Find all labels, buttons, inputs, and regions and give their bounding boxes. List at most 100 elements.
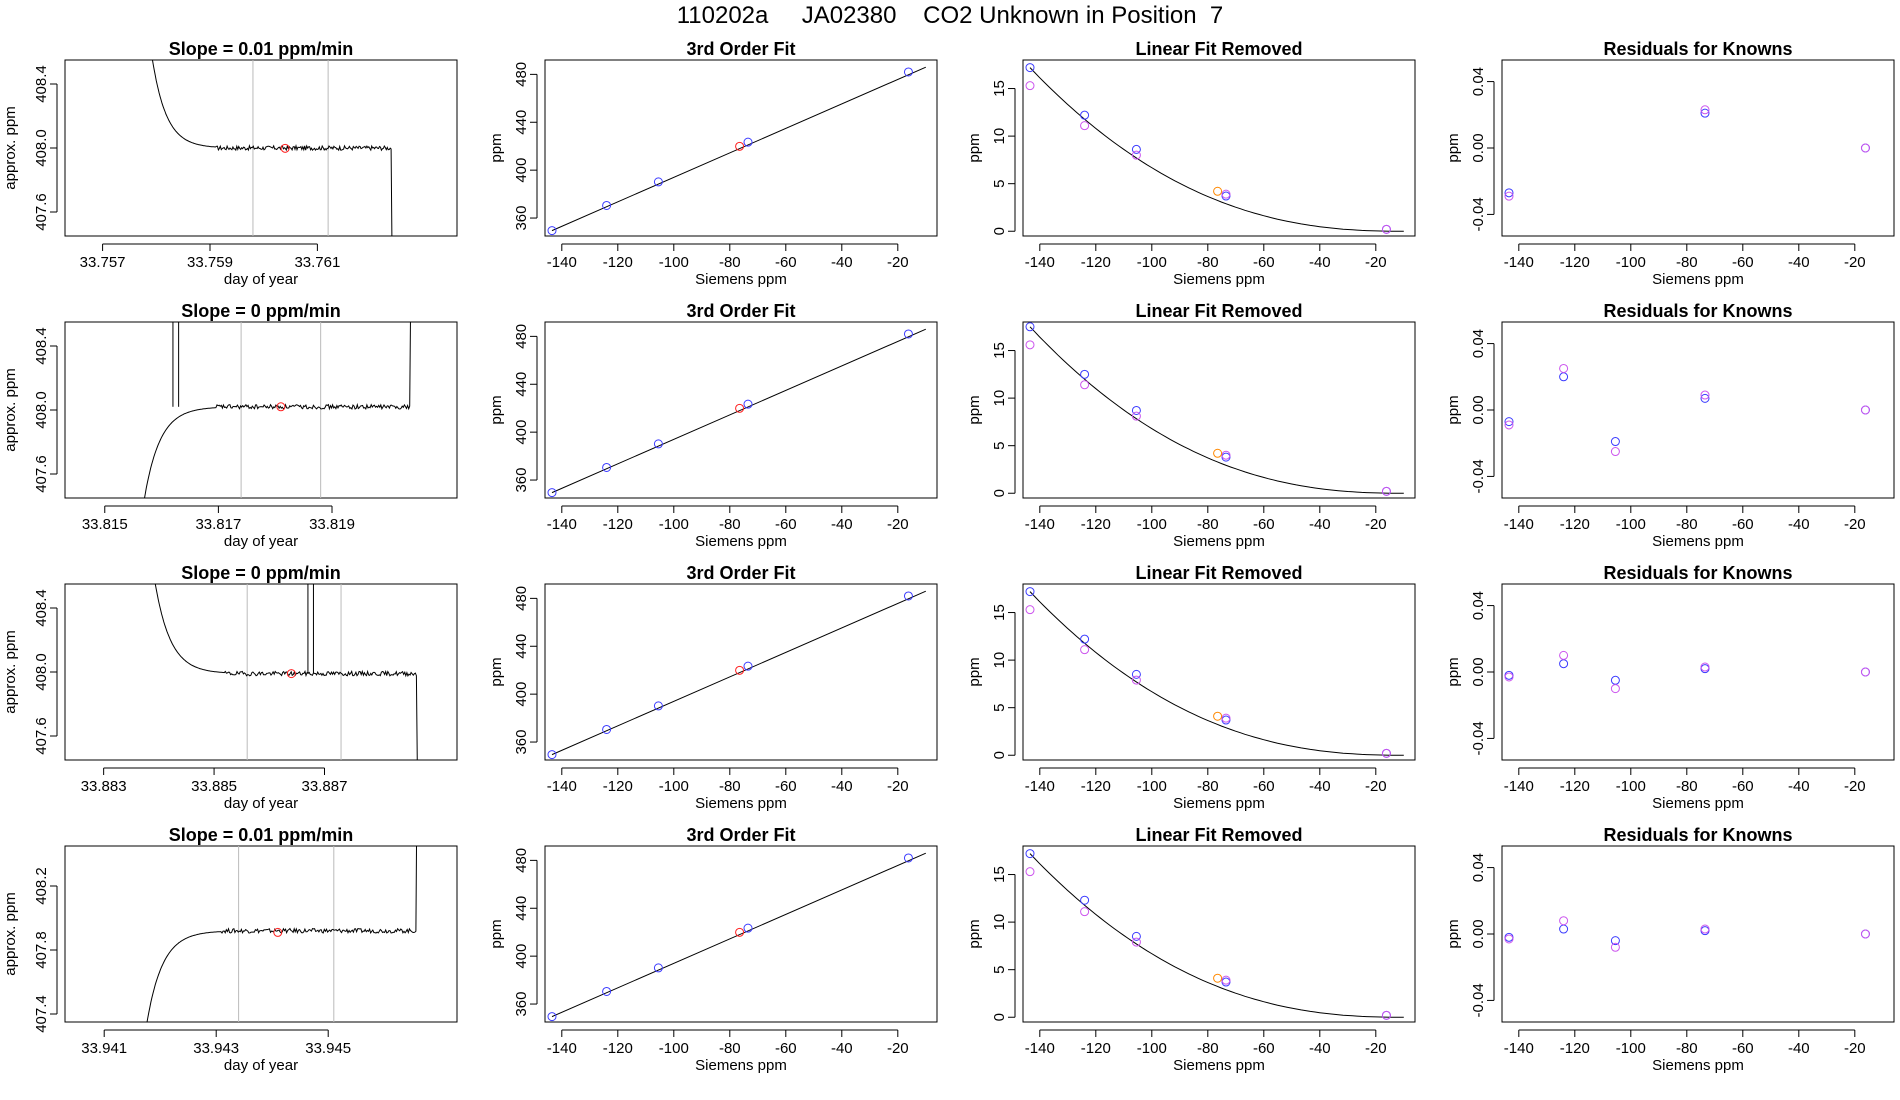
y-tick-label: 15 xyxy=(991,866,1008,883)
x-axis-label: day of year xyxy=(224,795,298,812)
x-tick-label: -40 xyxy=(1309,1040,1331,1057)
y-axis-label: approx. ppm xyxy=(2,368,19,451)
standard-point xyxy=(1610,437,1620,447)
unknown-point xyxy=(1213,711,1223,721)
x-tick-label: -20 xyxy=(887,778,909,795)
x-tick-label: -80 xyxy=(1197,516,1219,533)
standard-point xyxy=(602,986,612,996)
x-axis-label: Siemens ppm xyxy=(1173,1057,1265,1074)
x-tick-label: -80 xyxy=(719,1040,741,1057)
standard-point xyxy=(1025,849,1035,859)
y-tick-label: 360 xyxy=(513,206,530,231)
y-tick-label: 407.6 xyxy=(33,717,50,755)
x-tick-label: -60 xyxy=(775,516,797,533)
standard-point xyxy=(1504,420,1514,430)
x-tick-label: -60 xyxy=(1253,254,1275,271)
panel-r1-c3: Linear Fit Removed -140 -120 -100 -80 -60 -40 -… xyxy=(966,39,1416,288)
standard-point xyxy=(1381,224,1391,234)
standard-point xyxy=(1221,450,1231,460)
unknown-point xyxy=(735,665,745,675)
y-tick-label: 480 xyxy=(513,586,530,611)
x-tick-label: -60 xyxy=(1253,516,1275,533)
standard-point xyxy=(1559,650,1569,660)
page-title: 110202a JA02380 CO2 Unknown in Position … xyxy=(676,2,1224,29)
plot-frame xyxy=(1501,583,1895,761)
x-axis-label: Siemens ppm xyxy=(1173,271,1265,288)
x-axis-label: Siemens ppm xyxy=(695,1057,787,1074)
x-tick-label: -120 xyxy=(1081,1040,1111,1057)
plot-area xyxy=(144,322,411,498)
plot-frame xyxy=(1022,321,1416,499)
y-tick-label: 0 xyxy=(991,1013,1008,1021)
plot-frame xyxy=(64,845,458,1023)
x-tick-label: -20 xyxy=(1844,516,1866,533)
standard-point xyxy=(1559,659,1569,669)
plot-area xyxy=(1504,916,1870,952)
unknown-point xyxy=(735,403,745,413)
standard-point xyxy=(903,67,913,77)
standard-point xyxy=(1221,189,1231,199)
x-axis-label: Siemens ppm xyxy=(695,271,787,288)
y-tick-label: 408.4 xyxy=(33,589,50,627)
x-tick-label: -120 xyxy=(603,1040,633,1057)
x-axis-label: Siemens ppm xyxy=(1652,533,1744,550)
y-tick-label: 0.00 xyxy=(1470,919,1487,948)
panel-title: Linear Fit Removed xyxy=(1135,825,1302,845)
sample-point xyxy=(286,669,296,679)
y-tick-label: 0.04 xyxy=(1470,853,1487,882)
standard-point xyxy=(1860,929,1870,939)
signal-trace xyxy=(146,846,418,1022)
panel-r4-c4: Residuals for Knowns -140 -120 -100 -80 -60 -4… xyxy=(1445,825,1895,1074)
sample-point xyxy=(276,402,286,412)
x-tick-label: -40 xyxy=(831,778,853,795)
y-tick-label: 400 xyxy=(513,420,530,445)
x-tick-label: 33.883 xyxy=(81,778,127,795)
panel-title: 3rd Order Fit xyxy=(686,39,795,59)
y-tick-label: 5 xyxy=(991,966,1008,974)
y-axis-label: ppm xyxy=(488,657,505,686)
x-tick-label: -20 xyxy=(1844,1040,1866,1057)
plot-area xyxy=(1504,363,1870,457)
standard-point xyxy=(1700,108,1710,118)
y-tick-label: 360 xyxy=(513,730,530,755)
x-tick-label: -100 xyxy=(1616,254,1646,271)
standard-point xyxy=(1221,191,1231,201)
standard-point xyxy=(1610,447,1620,457)
x-axis-label: Siemens ppm xyxy=(1652,1057,1744,1074)
panel-r3-c3: Linear Fit Removed -140 -120 -100 -80 -60 -40 -… xyxy=(966,563,1416,812)
plot-area xyxy=(154,584,418,760)
x-tick-label: -40 xyxy=(1309,516,1331,533)
plot-area xyxy=(146,846,418,1022)
standard-point xyxy=(602,724,612,734)
y-axis-label: approx. ppm xyxy=(2,892,19,975)
x-tick-label: -120 xyxy=(1081,254,1111,271)
panel-title: Slope = 0 ppm/min xyxy=(181,301,341,321)
y-tick-label: 0.00 xyxy=(1470,395,1487,424)
x-tick-label: -120 xyxy=(1560,1040,1590,1057)
x-tick-label: 33.885 xyxy=(191,778,237,795)
standard-point xyxy=(1860,143,1870,153)
panel-title: Residuals for Knowns xyxy=(1603,39,1792,59)
y-axis-label: approx. ppm xyxy=(2,106,19,189)
x-tick-label: -40 xyxy=(1788,778,1810,795)
standard-point xyxy=(1381,748,1391,758)
x-tick-label: -20 xyxy=(1844,254,1866,271)
unknown-point xyxy=(1213,448,1223,458)
y-tick-label: 408.4 xyxy=(33,327,50,365)
standard-point xyxy=(1610,936,1620,946)
y-axis-label: ppm xyxy=(966,657,983,686)
x-tick-label: -100 xyxy=(659,254,689,271)
y-tick-label: 407.6 xyxy=(33,193,50,231)
y-axis-label: ppm xyxy=(1445,133,1462,162)
x-tick-label: -140 xyxy=(547,778,577,795)
y-tick-label: 440 xyxy=(513,896,530,921)
standard-point xyxy=(1080,369,1090,379)
y-tick-label: -0.04 xyxy=(1470,721,1487,755)
standard-point xyxy=(1504,934,1514,944)
y-tick-label: 0 xyxy=(991,489,1008,497)
y-tick-label: 0 xyxy=(991,751,1008,759)
plot-frame xyxy=(1022,845,1416,1023)
y-tick-label: 408.0 xyxy=(33,391,50,429)
fit-curve xyxy=(1029,853,1404,1018)
standard-point xyxy=(743,923,753,933)
